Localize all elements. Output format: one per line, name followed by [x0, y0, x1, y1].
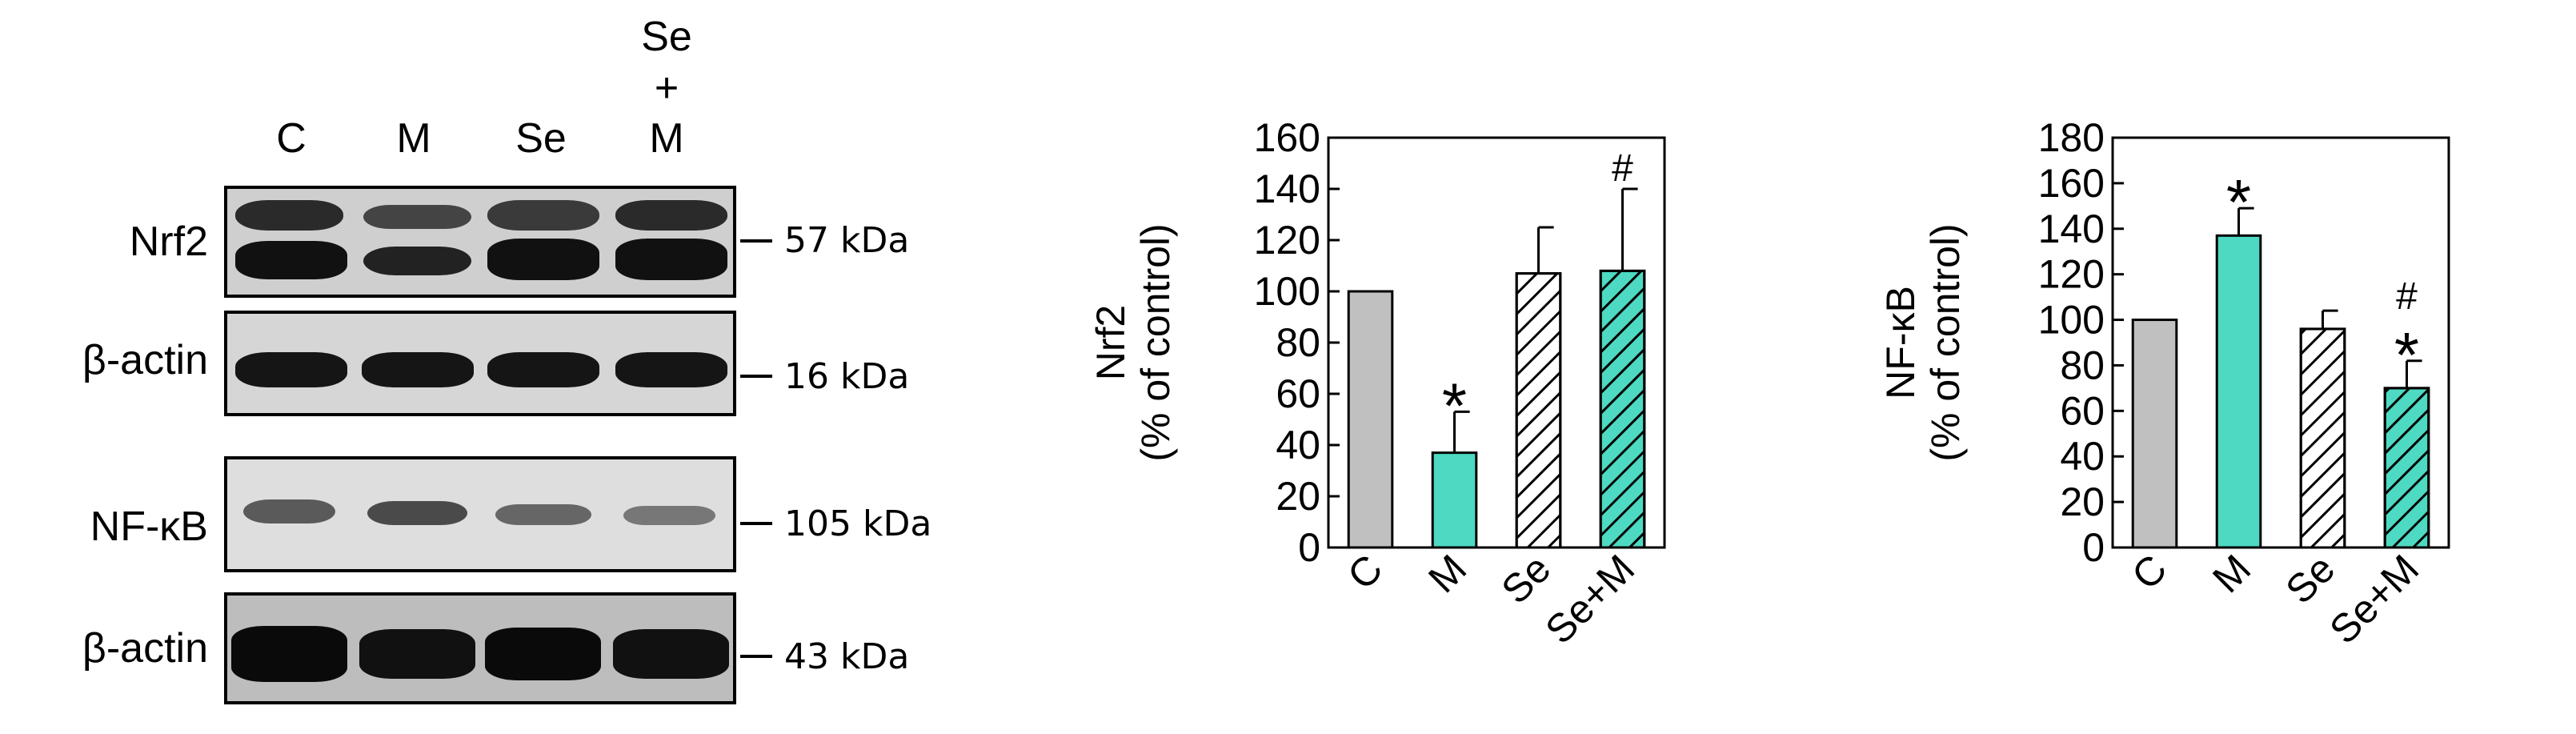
marker-105kda: 105 kDa	[784, 503, 932, 544]
x-tick-label: C	[2123, 546, 2175, 598]
bar-hatch	[1599, 269, 1646, 549]
y-tick-label: 120	[1254, 218, 1320, 263]
lane-label-c: C	[276, 115, 306, 162]
blot-beta-actin-1	[224, 311, 736, 416]
band	[495, 504, 591, 525]
band	[235, 200, 343, 231]
x-tick-label: Se+M	[2321, 546, 2427, 652]
y-tick-label: 40	[1276, 423, 1320, 467]
y-axis-label: NF-κB	[1878, 286, 1923, 399]
y-axis-label-unit: (% of control)	[1133, 223, 1178, 461]
y-tick-label: 140	[2038, 207, 2105, 251]
y-tick-label: 20	[2060, 479, 2105, 524]
band	[487, 200, 599, 231]
blot-beta-actin-2	[224, 592, 736, 704]
y-tick-label: 40	[2060, 434, 2105, 479]
bar-m	[2215, 234, 2262, 549]
marker-tick	[740, 239, 772, 243]
x-tick-label: M	[1420, 546, 1475, 601]
bar-c	[2131, 319, 2178, 549]
row-label-nfkb: NF-κB	[90, 503, 208, 550]
lane-label-se-m-line2: +	[654, 65, 679, 111]
bar-hatch	[1515, 272, 1562, 549]
band	[367, 501, 467, 525]
y-tick-label: 160	[1254, 115, 1320, 160]
marker-57kda: 57 kDa	[784, 220, 910, 261]
y-tick-label: 0	[2082, 525, 2105, 570]
row-label-beta-actin-1: β-actin	[82, 337, 208, 383]
band	[487, 239, 599, 280]
significance-mark: *	[2226, 166, 2251, 238]
x-tick-label: Se+M	[1536, 546, 1643, 652]
bar-hatch	[2383, 387, 2430, 549]
y-tick-label: 60	[1276, 371, 1320, 416]
x-tick-label: Se	[2277, 546, 2343, 612]
y-tick-label: 0	[1298, 525, 1320, 570]
y-tick-label: 120	[2038, 252, 2105, 297]
band	[615, 352, 727, 387]
band	[359, 629, 475, 679]
y-axis-label: Nrf2	[1088, 305, 1133, 380]
band	[623, 506, 715, 525]
y-tick-label: 100	[1254, 269, 1320, 314]
nrf2-bar-chart: 0 20 40 60 80 100 120 140 160 Nrf2 (% of control) C…	[1088, 115, 1666, 652]
lane-label-se-m-line3: M	[649, 115, 684, 162]
x-tick-label: M	[2204, 546, 2259, 601]
y-tick-label: 80	[1276, 320, 1320, 365]
bar-c	[1347, 290, 1394, 549]
y-tick-label: 60	[2060, 388, 2105, 433]
significance-mark: #	[1612, 147, 1633, 190]
y-axis-label-unit: (% of control)	[1923, 223, 1968, 461]
bar-m	[1431, 451, 1478, 549]
band	[235, 241, 347, 279]
band	[362, 352, 474, 387]
plot-frame	[2111, 136, 2450, 549]
row-label-beta-actin-2: β-actin	[82, 625, 208, 672]
y-tick-label: 20	[1276, 474, 1320, 519]
band	[363, 205, 471, 229]
y-tick-label: 160	[2038, 161, 2105, 206]
band	[243, 499, 335, 523]
bar-hatch	[2299, 327, 2346, 549]
y-tick-label: 180	[2038, 115, 2105, 160]
x-tick-label: C	[1339, 546, 1391, 598]
band	[615, 239, 727, 280]
band	[487, 352, 599, 387]
marker-tick	[740, 655, 772, 658]
marker-tick	[740, 522, 772, 525]
blot-nfkb	[224, 456, 736, 572]
x-tick-label: Se	[1492, 546, 1559, 612]
significance-mark: *	[1442, 370, 1467, 441]
significance-mark: *	[2394, 319, 2419, 391]
significance-mark: #	[2396, 275, 2418, 318]
y-tick-label: 100	[2038, 298, 2105, 343]
lane-label-m: M	[396, 115, 431, 162]
band	[485, 628, 601, 680]
lane-label-se-m-line1: Se	[641, 14, 692, 60]
band	[615, 200, 727, 231]
band	[613, 629, 729, 679]
marker-16kda: 16 kDa	[784, 356, 910, 397]
y-tick-label: 140	[1254, 166, 1320, 211]
y-tick-label: 80	[2060, 343, 2105, 387]
band	[363, 247, 471, 275]
marker-43kda: 43 kDa	[784, 636, 910, 677]
blot-nrf2	[224, 186, 736, 298]
band	[235, 352, 347, 387]
row-label-nrf2: Nrf2	[129, 219, 208, 265]
band	[231, 626, 347, 682]
lane-label-se: Se	[515, 115, 567, 162]
marker-tick	[740, 375, 772, 378]
